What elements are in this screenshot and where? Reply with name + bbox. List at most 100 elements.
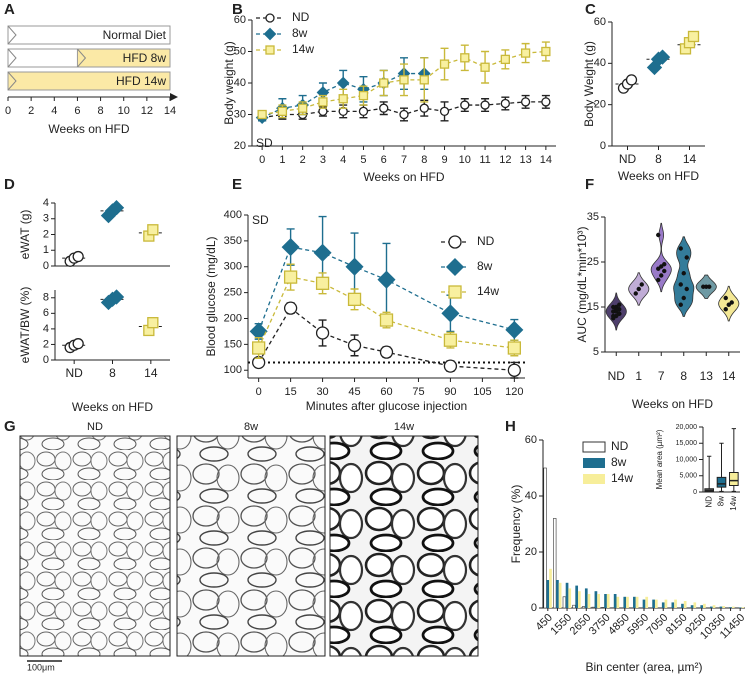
x-tick-label: 10 bbox=[118, 105, 130, 117]
image-title: 14w bbox=[394, 421, 414, 433]
marker bbox=[283, 301, 298, 315]
bar bbox=[558, 582, 562, 608]
x-tick-label: 9 bbox=[441, 154, 447, 166]
x-tick-label: 14 bbox=[144, 366, 158, 380]
diet-bar bbox=[7, 71, 171, 91]
y-tick-label: 5 bbox=[593, 346, 599, 358]
y-tick-label: 60 bbox=[525, 434, 537, 446]
marker bbox=[445, 257, 465, 277]
marker bbox=[448, 285, 462, 299]
bar bbox=[645, 596, 649, 608]
bar-label: Normal Diet bbox=[103, 28, 167, 42]
marker bbox=[345, 257, 364, 276]
bar bbox=[729, 607, 732, 608]
legend-label: 14w bbox=[292, 42, 314, 56]
data-point bbox=[662, 262, 667, 267]
x-tick-label: 14 bbox=[722, 369, 736, 383]
bar bbox=[681, 603, 684, 608]
data-point bbox=[684, 286, 689, 292]
marker bbox=[358, 90, 369, 101]
marker bbox=[257, 109, 267, 120]
bar bbox=[635, 596, 639, 608]
bar bbox=[709, 606, 713, 608]
bar bbox=[719, 606, 723, 608]
x-tick-label: 2650 bbox=[568, 612, 594, 638]
bar bbox=[587, 594, 591, 608]
micrograph bbox=[329, 435, 479, 657]
y-tick-label: 20,000 bbox=[676, 424, 698, 431]
row-chevron bbox=[7, 48, 17, 68]
data-point bbox=[617, 302, 622, 307]
y-tick-label: 4 bbox=[43, 323, 49, 335]
bar bbox=[722, 606, 725, 608]
panel-label: H bbox=[505, 418, 516, 435]
bar bbox=[584, 588, 588, 608]
data-point bbox=[662, 268, 667, 274]
bar bbox=[652, 599, 655, 608]
data-point bbox=[681, 271, 686, 276]
bar bbox=[594, 591, 598, 608]
marker bbox=[318, 97, 328, 107]
y-axis-label: eWAT/BW (%) bbox=[18, 287, 32, 364]
y-tick-label: 20 bbox=[234, 140, 246, 152]
marker bbox=[379, 345, 394, 359]
bar bbox=[575, 585, 579, 608]
x-tick-label: 120 bbox=[505, 386, 523, 398]
panel-label: A bbox=[4, 1, 15, 18]
marker bbox=[377, 270, 396, 289]
diet-bar bbox=[7, 25, 171, 45]
y-tick-label: 0 bbox=[693, 489, 697, 496]
x-tick-label: 13 bbox=[700, 369, 714, 383]
legend-swatch bbox=[583, 474, 605, 484]
marker bbox=[108, 200, 125, 216]
x-tick-label: 8 bbox=[680, 369, 687, 383]
marker bbox=[379, 103, 389, 113]
x-tick-label: 11 bbox=[479, 154, 490, 166]
x-axis-label: Weeks on HFD bbox=[363, 170, 444, 184]
y-tick-label: 2 bbox=[43, 338, 49, 350]
marker bbox=[507, 341, 521, 355]
y-axis-label: AUC (mg/dL*min*10³) bbox=[575, 226, 589, 342]
x-tick-label: 14 bbox=[164, 105, 176, 117]
x-tick-label: 8w bbox=[717, 496, 726, 506]
marker bbox=[347, 338, 362, 353]
bar bbox=[674, 599, 677, 608]
bar bbox=[664, 599, 668, 608]
bar bbox=[604, 594, 607, 608]
y-tick-label: 20 bbox=[525, 546, 537, 558]
x-tick-label: 2 bbox=[28, 105, 34, 117]
bar bbox=[578, 591, 581, 608]
marker bbox=[399, 75, 409, 85]
bar bbox=[565, 582, 569, 608]
marker bbox=[520, 48, 531, 58]
micrograph bbox=[176, 435, 326, 657]
bar bbox=[683, 601, 687, 608]
data-point bbox=[726, 302, 731, 307]
y-axis-label: Body weight (g) bbox=[222, 41, 236, 124]
marker bbox=[625, 74, 638, 86]
y-tick-label: 50 bbox=[234, 45, 246, 57]
marker bbox=[439, 106, 450, 116]
y-tick-label: 400 bbox=[224, 209, 242, 221]
marker bbox=[541, 97, 551, 107]
x-tick-label: 8 bbox=[109, 366, 116, 380]
marker bbox=[654, 49, 671, 65]
y-tick-label: 250 bbox=[224, 287, 242, 299]
bar bbox=[661, 602, 665, 608]
y-tick-label: 15 bbox=[587, 301, 599, 313]
y-tick-label: 40 bbox=[234, 77, 246, 89]
violin bbox=[673, 236, 695, 317]
x-tick-label: 4 bbox=[51, 105, 57, 117]
marker bbox=[313, 243, 332, 262]
bar bbox=[568, 588, 572, 608]
data-point bbox=[684, 255, 689, 260]
bar bbox=[626, 596, 629, 608]
y-tick-label: 40 bbox=[525, 490, 537, 502]
marker bbox=[265, 45, 275, 55]
x-axis-label: Minutes after glucose injection bbox=[306, 399, 467, 413]
data-point bbox=[639, 282, 644, 287]
series-line bbox=[261, 72, 425, 119]
x-tick-label: 0 bbox=[259, 154, 265, 166]
y-tick-label: 60 bbox=[234, 14, 246, 26]
marker bbox=[347, 292, 362, 306]
